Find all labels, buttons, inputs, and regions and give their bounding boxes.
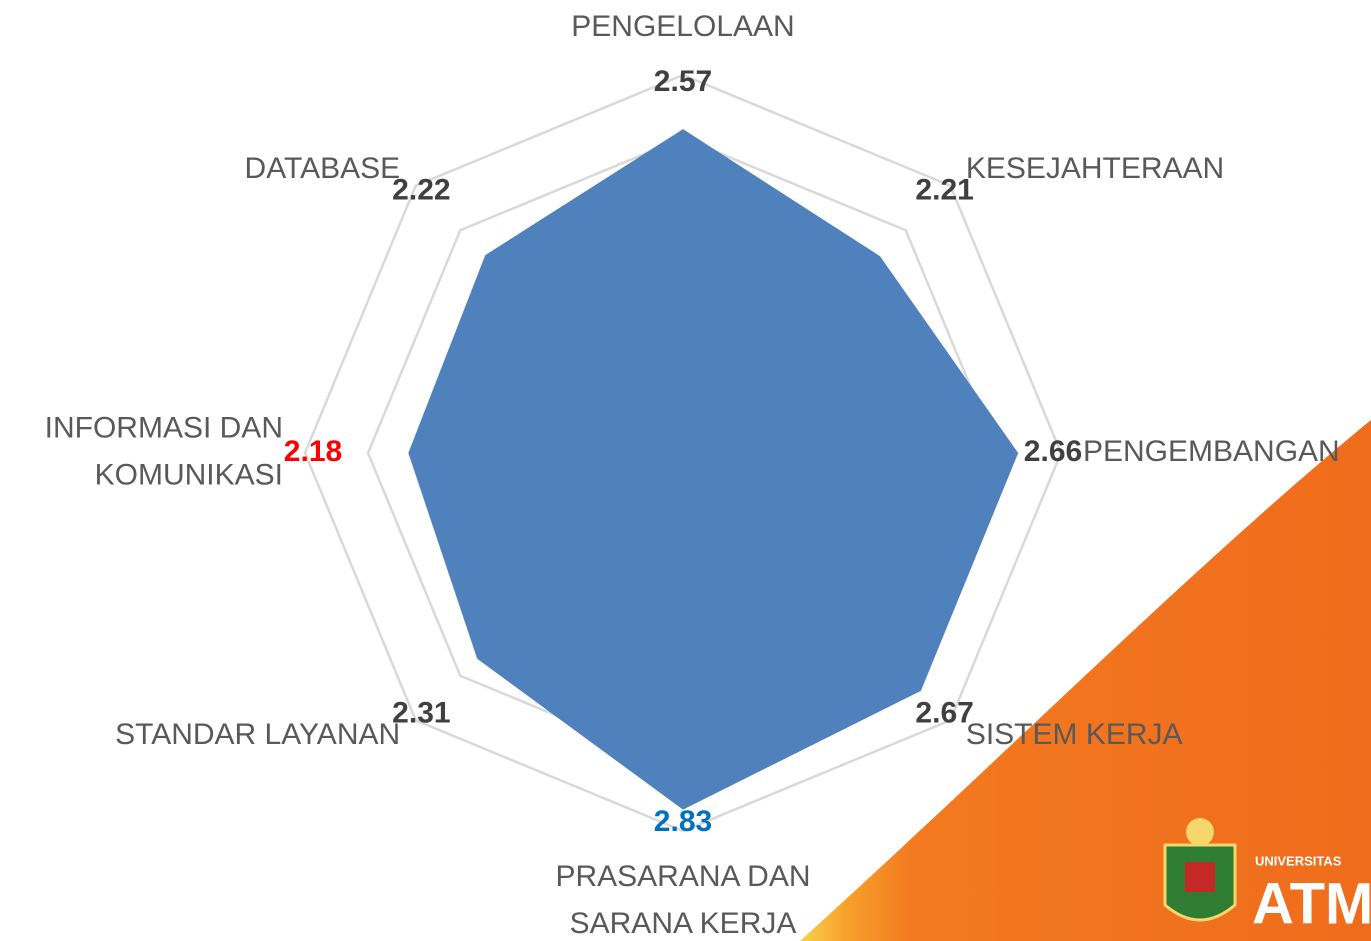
data-area [408, 129, 1019, 810]
value-label: 2.18 [284, 435, 342, 468]
logo-big-text: ATM [1252, 871, 1371, 936]
category-label: KESEJAHTERAAN [966, 152, 1224, 185]
value-label: 2.21 [915, 173, 973, 206]
category-label: STANDAR LAYANAN [115, 718, 400, 751]
category-label: DATABASE [245, 152, 401, 185]
value-label: 2.31 [392, 697, 450, 730]
logo: UNIVERSITAS ATM [1163, 818, 1371, 936]
value-label: 2.22 [392, 173, 450, 206]
category-label: SARANA KERJA [570, 907, 797, 940]
value-label: 2.67 [915, 697, 973, 730]
logo-small-text: UNIVERSITAS [1255, 853, 1342, 868]
value-label: 2.57 [654, 65, 712, 98]
category-label: PENGELOLAAN [571, 10, 794, 43]
background-swoosh [800, 420, 1371, 941]
grid-ring [303, 73, 1063, 833]
category-label: PENGEMBANGAN [1083, 435, 1340, 468]
category-label: PRASARANA DAN [555, 860, 810, 893]
category-label: INFORMASI DAN [45, 411, 283, 444]
logo-crest [1186, 818, 1214, 846]
category-label: KOMUNIKASI [95, 458, 283, 491]
value-label: 2.66 [1024, 435, 1082, 468]
logo-emblem [1185, 862, 1215, 892]
value-label: 2.83 [654, 805, 712, 838]
category-label: SISTEM KERJA [966, 718, 1183, 751]
